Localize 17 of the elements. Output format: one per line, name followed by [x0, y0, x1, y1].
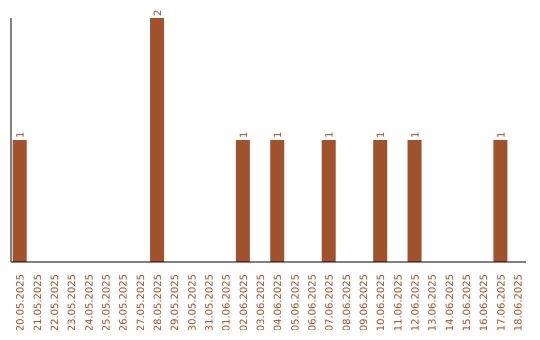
x-tick-label: 16.06.2025 [479, 274, 490, 332]
data-label: 1 [238, 132, 250, 138]
x-tick-label: 18.06.2025 [513, 274, 524, 332]
x-tick-label: 13.06.2025 [428, 274, 439, 332]
x-tick-label: 12.06.2025 [410, 274, 422, 332]
data-label: 2 [153, 10, 164, 16]
data-label: 1 [496, 132, 508, 138]
x-tick-label: 15.06.2025 [462, 274, 473, 332]
data-label: 1 [16, 132, 27, 138]
data-label: 1 [324, 132, 336, 138]
data-label: 1 [376, 132, 388, 138]
data-label: 1 [273, 132, 284, 138]
x-tick-label: 14.06.2025 [444, 274, 456, 332]
data-label: 1 [410, 132, 422, 138]
x-tick-label: 17.06.2025 [496, 274, 508, 332]
x-tick-label: 11.06.2025 [393, 274, 404, 332]
x-tick-label: 10.06.2025 [376, 274, 388, 332]
